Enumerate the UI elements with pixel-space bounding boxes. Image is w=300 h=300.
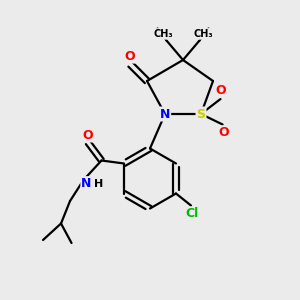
Text: O: O <box>216 84 226 97</box>
Text: N: N <box>81 177 92 190</box>
Text: Cl: Cl <box>186 207 199 220</box>
Text: S: S <box>196 107 206 121</box>
Text: O: O <box>219 126 230 140</box>
Text: N: N <box>160 107 170 121</box>
Text: CH₃: CH₃ <box>153 29 173 39</box>
Text: O: O <box>124 50 135 63</box>
Text: O: O <box>82 128 93 142</box>
Text: H: H <box>94 178 104 189</box>
Text: CH₃: CH₃ <box>193 29 213 39</box>
